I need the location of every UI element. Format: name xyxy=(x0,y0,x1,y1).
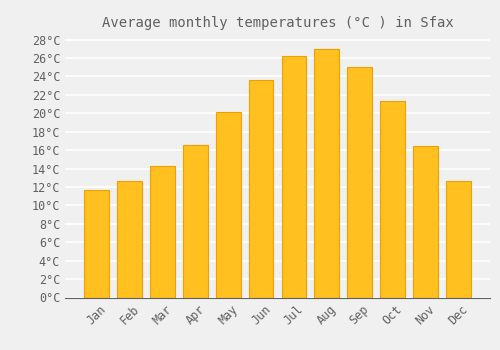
Bar xyxy=(248,80,274,298)
Bar xyxy=(282,56,306,298)
Title: Average monthly temperatures (°C ) in Sfax: Average monthly temperatures (°C ) in Sf… xyxy=(102,16,454,30)
Bar xyxy=(314,49,339,298)
Bar xyxy=(150,166,174,298)
Bar xyxy=(216,112,240,298)
Bar xyxy=(380,101,405,297)
Bar xyxy=(348,67,372,298)
Bar xyxy=(183,145,208,298)
Bar xyxy=(117,181,142,298)
Bar xyxy=(84,190,109,298)
Bar xyxy=(446,181,470,298)
Bar xyxy=(413,146,438,298)
